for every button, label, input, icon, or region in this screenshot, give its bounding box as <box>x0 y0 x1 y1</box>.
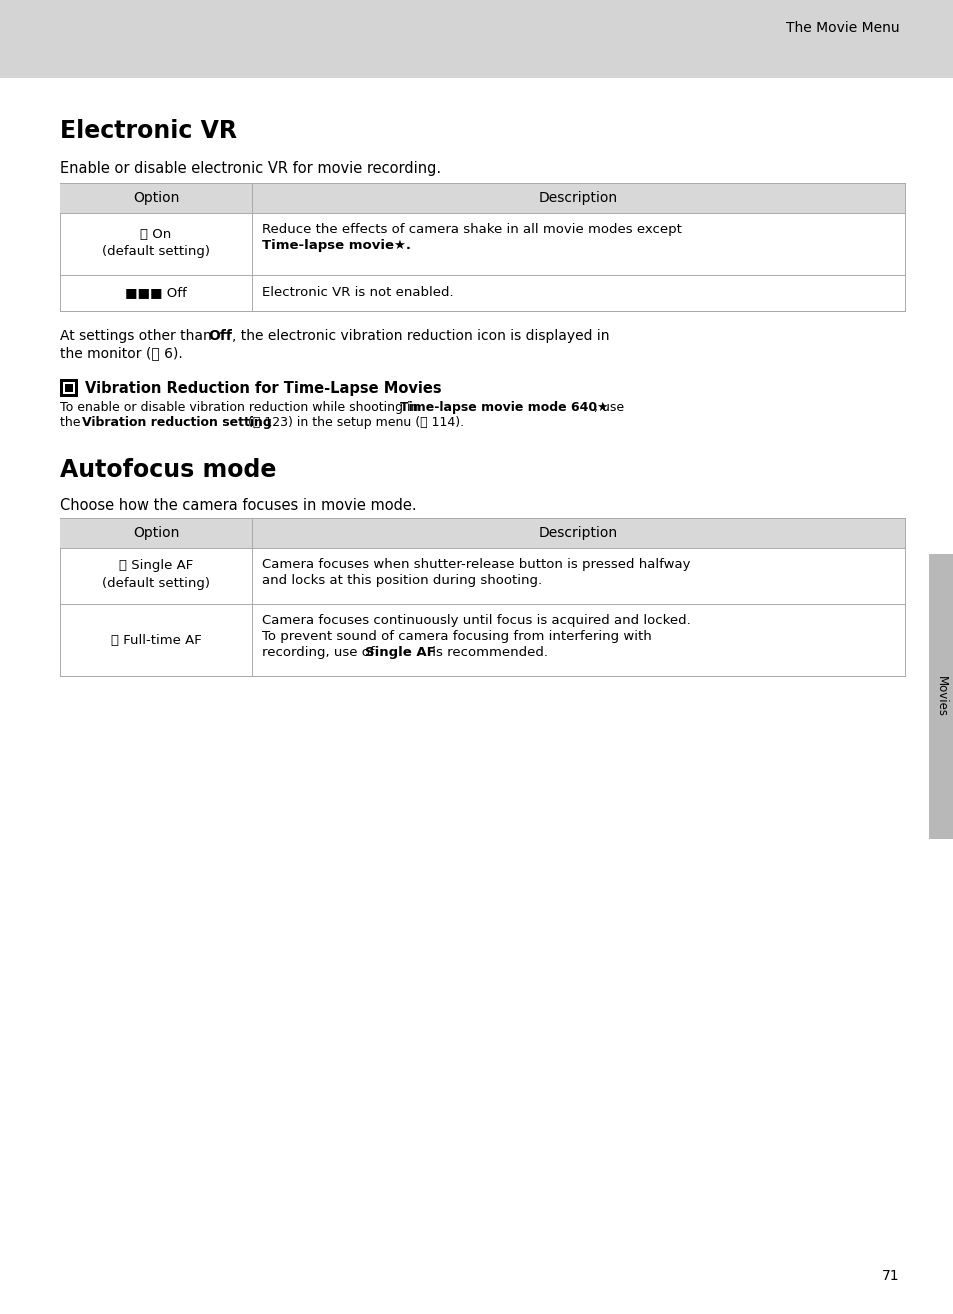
Bar <box>60 518 904 675</box>
Text: Camera focuses when shutter-release button is pressed halfway: Camera focuses when shutter-release butt… <box>262 558 690 572</box>
Text: (default setting): (default setting) <box>102 577 210 590</box>
Text: the: the <box>60 417 85 428</box>
Bar <box>928 555 953 840</box>
Text: Vibration Reduction for Time-Lapse Movies: Vibration Reduction for Time-Lapse Movie… <box>85 381 441 396</box>
Bar <box>60 518 904 548</box>
Text: Option: Option <box>132 526 179 540</box>
Text: and locks at this position during shooting.: and locks at this position during shooti… <box>262 574 541 587</box>
Text: Ⓜ Full-time AF: Ⓜ Full-time AF <box>111 633 201 646</box>
Text: The Movie Menu: The Movie Menu <box>785 21 899 35</box>
Text: 71: 71 <box>882 1269 899 1282</box>
Text: (Ⓡ 123) in the setup menu (Ⓡ 114).: (Ⓡ 123) in the setup menu (Ⓡ 114). <box>244 417 464 428</box>
Bar <box>60 183 904 311</box>
Text: Vibration reduction setting: Vibration reduction setting <box>82 417 272 428</box>
Text: ■■■ Off: ■■■ Off <box>125 286 187 300</box>
Text: Time-lapse movie mode 640★: Time-lapse movie mode 640★ <box>399 401 608 414</box>
Text: Time-lapse movie★.: Time-lapse movie★. <box>262 239 411 252</box>
Text: Ⓡ On: Ⓡ On <box>140 227 172 240</box>
Text: recording, use of: recording, use of <box>262 646 378 660</box>
Text: , the electronic vibration reduction icon is displayed in: , the electronic vibration reduction ico… <box>232 328 609 343</box>
Text: Single AF: Single AF <box>365 646 436 660</box>
Text: Off: Off <box>208 328 232 343</box>
Text: Description: Description <box>538 191 618 205</box>
Text: Description: Description <box>538 526 618 540</box>
Bar <box>63 382 75 394</box>
Bar <box>60 378 78 397</box>
Text: Ⓜ Single AF: Ⓜ Single AF <box>119 560 193 573</box>
Text: the monitor (Ⓡ 6).: the monitor (Ⓡ 6). <box>60 346 183 360</box>
Text: Choose how the camera focuses in movie mode.: Choose how the camera focuses in movie m… <box>60 498 416 512</box>
Text: , use: , use <box>594 401 623 414</box>
Text: To prevent sound of camera focusing from interfering with: To prevent sound of camera focusing from… <box>262 629 651 643</box>
Text: Autofocus mode: Autofocus mode <box>60 459 276 482</box>
Text: Electronic VR: Electronic VR <box>60 120 236 143</box>
Text: Electronic VR is not enabled.: Electronic VR is not enabled. <box>262 286 453 300</box>
Bar <box>0 0 953 78</box>
Text: Enable or disable electronic VR for movie recording.: Enable or disable electronic VR for movi… <box>60 162 440 176</box>
Bar <box>60 183 904 213</box>
Bar <box>65 384 73 392</box>
Text: Option: Option <box>132 191 179 205</box>
Text: is recommended.: is recommended. <box>428 646 547 660</box>
Text: (default setting): (default setting) <box>102 246 210 259</box>
Text: Movies: Movies <box>934 675 947 717</box>
Text: To enable or disable vibration reduction while shooting in: To enable or disable vibration reduction… <box>60 401 422 414</box>
Text: Reduce the effects of camera shake in all movie modes except: Reduce the effects of camera shake in al… <box>262 223 681 237</box>
Text: At settings other than: At settings other than <box>60 328 216 343</box>
Text: Camera focuses continuously until focus is acquired and locked.: Camera focuses continuously until focus … <box>262 614 690 627</box>
